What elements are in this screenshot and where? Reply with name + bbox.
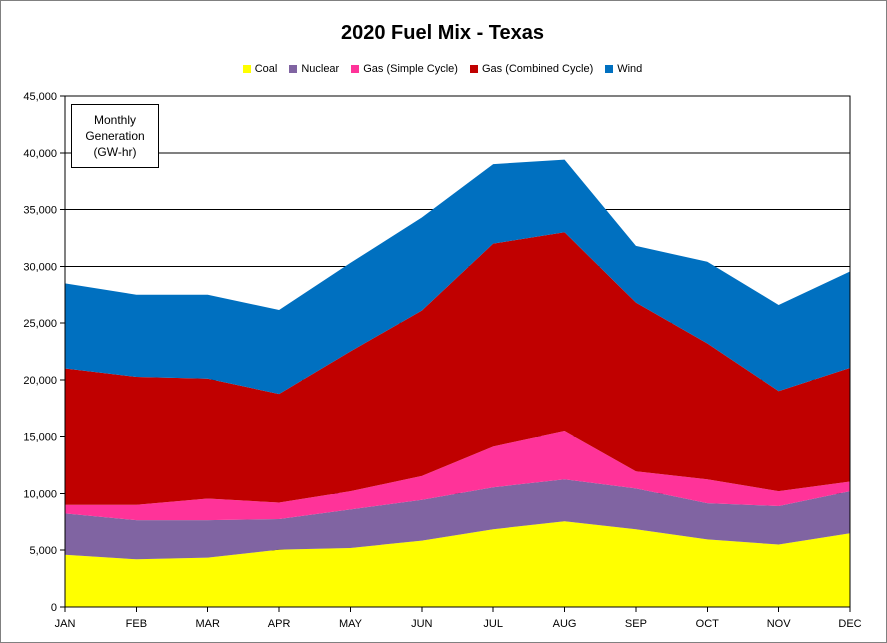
y-tick-label: 10,000	[23, 488, 57, 500]
legend-label: Coal	[254, 63, 278, 75]
x-tick-label: APR	[268, 618, 291, 630]
y-tick-label: 20,000	[23, 375, 57, 387]
x-tick-label: NOV	[767, 618, 792, 630]
stacked-areas	[65, 159, 850, 607]
x-tick-label: JAN	[55, 618, 76, 630]
x-tick-label: FEB	[126, 618, 147, 630]
legend-swatch	[469, 65, 478, 73]
legend-label: Wind	[617, 63, 643, 75]
x-axis-ticks: JAN FEB MAR APR MAY JUN JUL AUG SEP OCT NOV DEC	[55, 607, 862, 630]
legend-swatch	[289, 65, 298, 73]
y-tick-label: 35,000	[23, 205, 57, 217]
area-gas-combined-cycle	[65, 232, 850, 505]
legend-item-nuclear: Nuclear	[289, 63, 339, 75]
legend-item-coal: Coal	[242, 63, 278, 75]
y-tick-label: 5,000	[29, 545, 57, 557]
legend: Coal Nuclear Gas (Simple Cycle) Gas (Combin…	[0, 63, 885, 75]
x-tick-label: DEC	[838, 618, 861, 630]
legend-swatch	[605, 65, 614, 73]
legend-item-gas-simple-cycle: Gas (Simple Cycle)	[351, 63, 458, 75]
y-tick-label: 40,000	[23, 148, 57, 160]
legend-label: Gas (Combined Cycle)	[481, 63, 594, 75]
area-gas-simple-cycle	[65, 430, 850, 521]
legend-item-gas-combined-cycle: Gas (Combined Cycle)	[469, 63, 594, 75]
legend-swatch	[351, 65, 360, 73]
y-tick-label: 30,000	[23, 261, 57, 273]
y-axis-ticks: 0 5,000 10,000 15,000 20,000 25,000 30,000 35,0…	[23, 91, 65, 614]
x-tick-label: SEP	[625, 618, 647, 630]
area-wind	[65, 159, 850, 395]
y-tick-label: 45,000	[23, 91, 57, 103]
legend-swatch	[242, 65, 251, 73]
x-tick-label: JUN	[411, 618, 432, 630]
legend-label: Gas (Simple Cycle)	[363, 63, 458, 75]
x-tick-label: MAR	[196, 618, 221, 630]
area-nuclear	[65, 479, 850, 560]
chart-title: 2020 Fuel Mix - Texas	[340, 22, 545, 44]
y-tick-label: 0	[51, 602, 57, 614]
plot-border	[64, 95, 851, 608]
units-annotation: Monthly Generation (GW-hr)	[71, 104, 159, 168]
x-tick-label: MAY	[339, 618, 363, 630]
axes	[64, 95, 851, 608]
x-tick-label: AUG	[553, 618, 577, 630]
area-coal	[65, 521, 850, 607]
x-tick-label: OCT	[696, 618, 720, 630]
x-tick-label: JUL	[483, 618, 503, 630]
legend-label: Nuclear	[301, 63, 340, 75]
y-tick-label: 25,000	[23, 318, 57, 330]
y-tick-label: 15,000	[23, 432, 57, 444]
legend-item-wind: Wind	[605, 63, 642, 75]
